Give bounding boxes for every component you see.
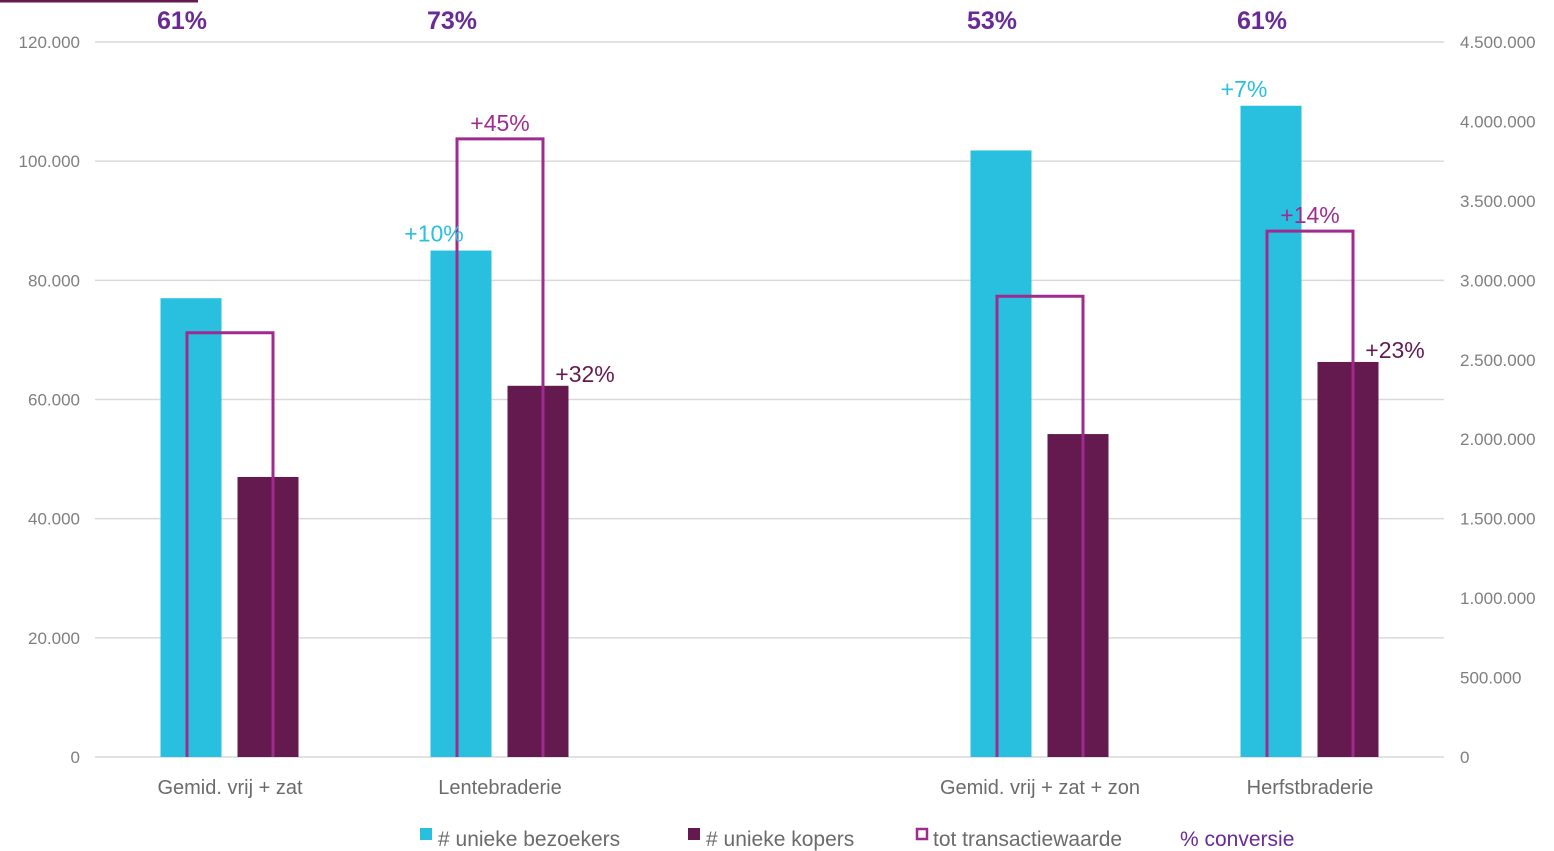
right-tick-label: 3.000.000 — [1460, 271, 1536, 290]
bar-unieke-kopers — [507, 385, 569, 757]
kopers-change-label: +23% — [1365, 337, 1424, 363]
right-tick-label: 2.500.000 — [1460, 351, 1536, 370]
left-tick-label: 20.000 — [28, 629, 80, 648]
bar-unieke-bezoekers — [430, 250, 492, 757]
left-tick-label: 60.000 — [28, 391, 80, 410]
left-tick-label: 40.000 — [28, 510, 80, 529]
change-annotations: +10% +32% +45% +7% +23% +14% — [404, 76, 1424, 387]
right-tick-label: 4.500.000 — [1460, 33, 1536, 52]
gridlines — [95, 41, 1444, 758]
outline-tot-transactiewaarde — [185, 331, 275, 757]
legend-swatch-bezoekers — [420, 828, 432, 840]
conversion-label: 73% — [427, 7, 477, 35]
right-tick-label: 2.000.000 — [1460, 430, 1536, 449]
outline-tot-transactiewaarde — [995, 294, 1085, 757]
right-tick-label: 500.000 — [1460, 669, 1521, 688]
bezoekers-change-label: +10% — [404, 221, 463, 247]
left-tick-label: 100.000 — [19, 152, 80, 171]
outline-tot-transactiewaarde — [455, 137, 545, 757]
left-axis-tick-labels: 0 20.000 40.000 60.000 80.000 100.000 120.000 — [19, 33, 80, 767]
conversion-label: 61% — [1237, 7, 1287, 35]
category-label: Gemid. vrij + zat + zon — [940, 777, 1140, 799]
legend: # unieke bezoekers # unieke kopers tot tra… — [420, 827, 1294, 851]
right-tick-label: 1.500.000 — [1460, 510, 1536, 529]
bar-unieke-kopers — [237, 476, 299, 757]
kopers-change-label: +32% — [555, 361, 614, 387]
left-tick-label: 120.000 — [19, 33, 80, 52]
legend-label-bezoekers: # unieke bezoekers — [438, 828, 620, 851]
bars — [160, 105, 1379, 758]
legend-label-conversie: % conversie — [1180, 828, 1294, 851]
bar-unieke-bezoekers — [160, 298, 222, 757]
conversion-label: 53% — [967, 7, 1017, 35]
legend-label-kopers: # unieke kopers — [706, 828, 854, 851]
right-tick-label: 4.000.000 — [1460, 112, 1536, 131]
bar-unieke-bezoekers — [970, 150, 1032, 758]
transactiewaarde-outlines — [185, 137, 1355, 757]
category-label: Gemid. vrij + zat — [157, 777, 302, 799]
outline-tot-transactiewaarde — [1265, 229, 1355, 757]
bezoekers-change-label: +7% — [1221, 76, 1268, 102]
transactie-change-label: +14% — [1280, 202, 1339, 228]
left-tick-label: 80.000 — [28, 271, 80, 290]
right-tick-label: 0 — [1460, 748, 1469, 767]
category-label: Lentebraderie — [438, 777, 561, 799]
transactie-change-label: +45% — [470, 110, 529, 136]
right-axis-tick-labels: 0 500.000 1.000.000 1.500.000 2.000.000 2.500… — [1460, 33, 1536, 767]
bar-unieke-kopers — [1317, 361, 1379, 757]
legend-swatch-transactie — [915, 827, 929, 841]
category-label: Herfstbraderie — [1247, 777, 1374, 799]
category-labels: Gemid. vrij + zat Lentebraderie Gemid. vri… — [157, 777, 1373, 799]
legend-swatch-kopers — [688, 828, 700, 840]
conversion-label: 61% — [157, 7, 207, 35]
bar-unieke-kopers — [1047, 434, 1109, 757]
right-tick-label: 3.500.000 — [1460, 192, 1536, 211]
legend-label-transactie: tot transactiewaarde — [933, 828, 1122, 851]
right-tick-label: 1.000.000 — [1460, 589, 1536, 608]
conversion-labels: 61% 73% 53% 61% — [157, 7, 1287, 35]
bar-unieke-bezoekers — [1240, 105, 1302, 758]
left-tick-label: 0 — [71, 748, 80, 767]
